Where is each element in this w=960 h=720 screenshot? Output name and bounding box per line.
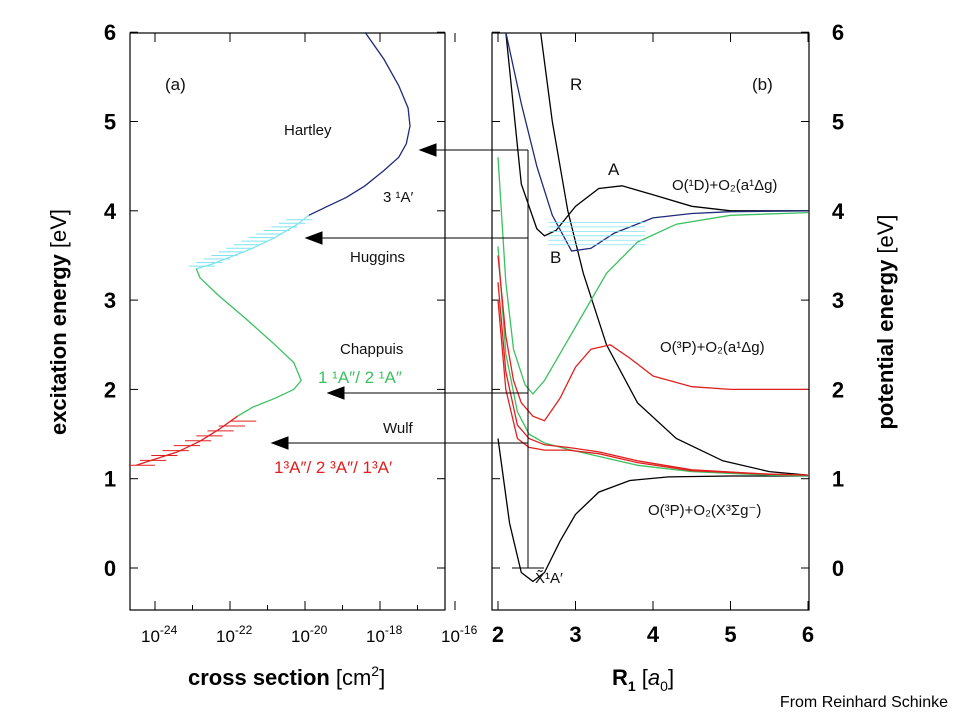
x-title-a-unit: [cm [336,665,371,690]
xtick-label-a--20: 10-20 [291,623,328,646]
xtick-base: 10 [291,627,310,646]
label-huggins: Huggins [350,249,405,266]
xtick-label-a--22: 10-22 [216,623,253,646]
x-title-b-open: [ [636,665,648,690]
ytick-label-b-6: 6 [832,20,844,45]
credit-text: From Reinhard Schinke [779,694,948,711]
xtick-label-a--16: 10-16 [441,623,478,646]
ytick-label-a-2: 2 [104,377,116,402]
label-asym-3P-a: O(³P)+O₂(a¹Δg) [660,339,765,356]
label-asym-1D: O(¹D)+O₂(a¹Δg) [672,177,777,194]
y-title-b: potential energy [eV] [873,214,898,429]
panel-a-tag: (a) [165,75,186,94]
potential-2A [497,282,809,476]
xtick-exp: -18 [385,623,403,637]
label-B: B [550,248,561,267]
x-title-a-bold: cross section [188,665,330,690]
ytick-label-a-6: 6 [104,20,116,45]
x-title-a-sup: 2 [371,663,379,679]
xtick-label-b-2: 2 [492,622,504,647]
ytick-label-b-5: 5 [832,110,844,135]
ytick-label-a-5: 5 [104,110,116,135]
y-title-a-unit: [eV] [46,209,71,248]
ytick-label-b-4: 4 [832,199,845,224]
panel-b-frame [491,32,810,611]
x-title-b-main: R [612,665,628,690]
arrow-huggins-head [304,231,323,245]
x-title-b-close: ] [668,665,674,690]
y-title-b-bold: potential energy [873,259,898,430]
xtick-exp: -20 [310,623,328,637]
x-title-b-unit: a [648,665,660,690]
arrows [270,143,544,569]
label-asym-3P-X: O(³P)+O₂(X³Σg⁻) [648,502,761,519]
label-chappuis: Chappuis [340,341,403,358]
label-hartley: Hartley [284,122,332,139]
label-wulf: Wulf [383,420,414,437]
x-title-b: R1 [a0] [612,665,674,694]
xtick-base: 10 [441,627,460,646]
panel-b-tag: (b) [752,75,773,94]
potential-curves [497,33,809,583]
ytick-label-a-1: 1 [104,467,116,492]
xtick-base: 10 [141,627,160,646]
ytick-label-b-2: 2 [832,377,844,402]
x-title-a: cross section [cm2] [188,663,385,690]
potential-R [540,33,809,476]
arrow-wulf-head [270,436,289,450]
potential-1A [497,255,808,422]
potential-A [505,33,808,237]
potential-2A [497,246,809,477]
ytick-label-a-4: 4 [104,199,117,224]
xtick-label-a--24: 10-24 [141,623,178,646]
potential-XA [497,438,808,583]
ytick-label-b-1: 1 [832,467,844,492]
ytick-label-a-3: 3 [104,288,116,313]
label-hartley-state: 3 ¹A′ [383,189,414,206]
xtick-base: 10 [366,627,385,646]
potential-1A [497,300,809,476]
ytick-label-b-3: 3 [832,288,844,313]
label-chappuis-state: 1 ¹A″/ 2 ¹A″ [318,368,402,387]
xtick-label-a--18: 10-18 [366,623,403,646]
xtick-base: 10 [216,627,235,646]
xtick-label-b-6: 6 [802,622,814,647]
label-ground: X̃¹A′ [535,570,563,587]
y-title-a-bold: excitation energy [46,253,71,435]
xtick-exp: -24 [160,623,178,637]
xtick-label-b-4: 4 [647,622,660,647]
xtick-label-b-3: 3 [569,622,581,647]
xtick-exp: -16 [460,623,478,637]
x-title-a-end: ] [379,665,385,690]
spectrum-chappuis [195,268,302,417]
label-wulf-state: 1³A″/ 2 ³A″/ 1³A′ [274,458,392,477]
x-title-b-unit-sub: 0 [660,678,668,694]
arrow-hartley-head [418,143,437,157]
x-title-b-sub: 1 [628,678,636,694]
label-A: A [608,160,620,179]
xtick-label-b-5: 5 [724,622,736,647]
curves-layer [128,31,809,583]
arrow-chappuis-head [326,386,345,400]
ytick-label-b-0: 0 [832,556,844,581]
label-R: R [570,75,582,94]
ytick-label-a-0: 0 [104,556,116,581]
spectrum-hartley [308,31,411,216]
potential-1A [497,157,809,395]
panel-a-frame [129,32,446,611]
y-title-a: excitation energy [eV] [46,209,71,435]
y-title-b-unit: [eV] [873,214,898,253]
potential-3A [505,33,809,252]
xtick-exp: -22 [235,623,253,637]
